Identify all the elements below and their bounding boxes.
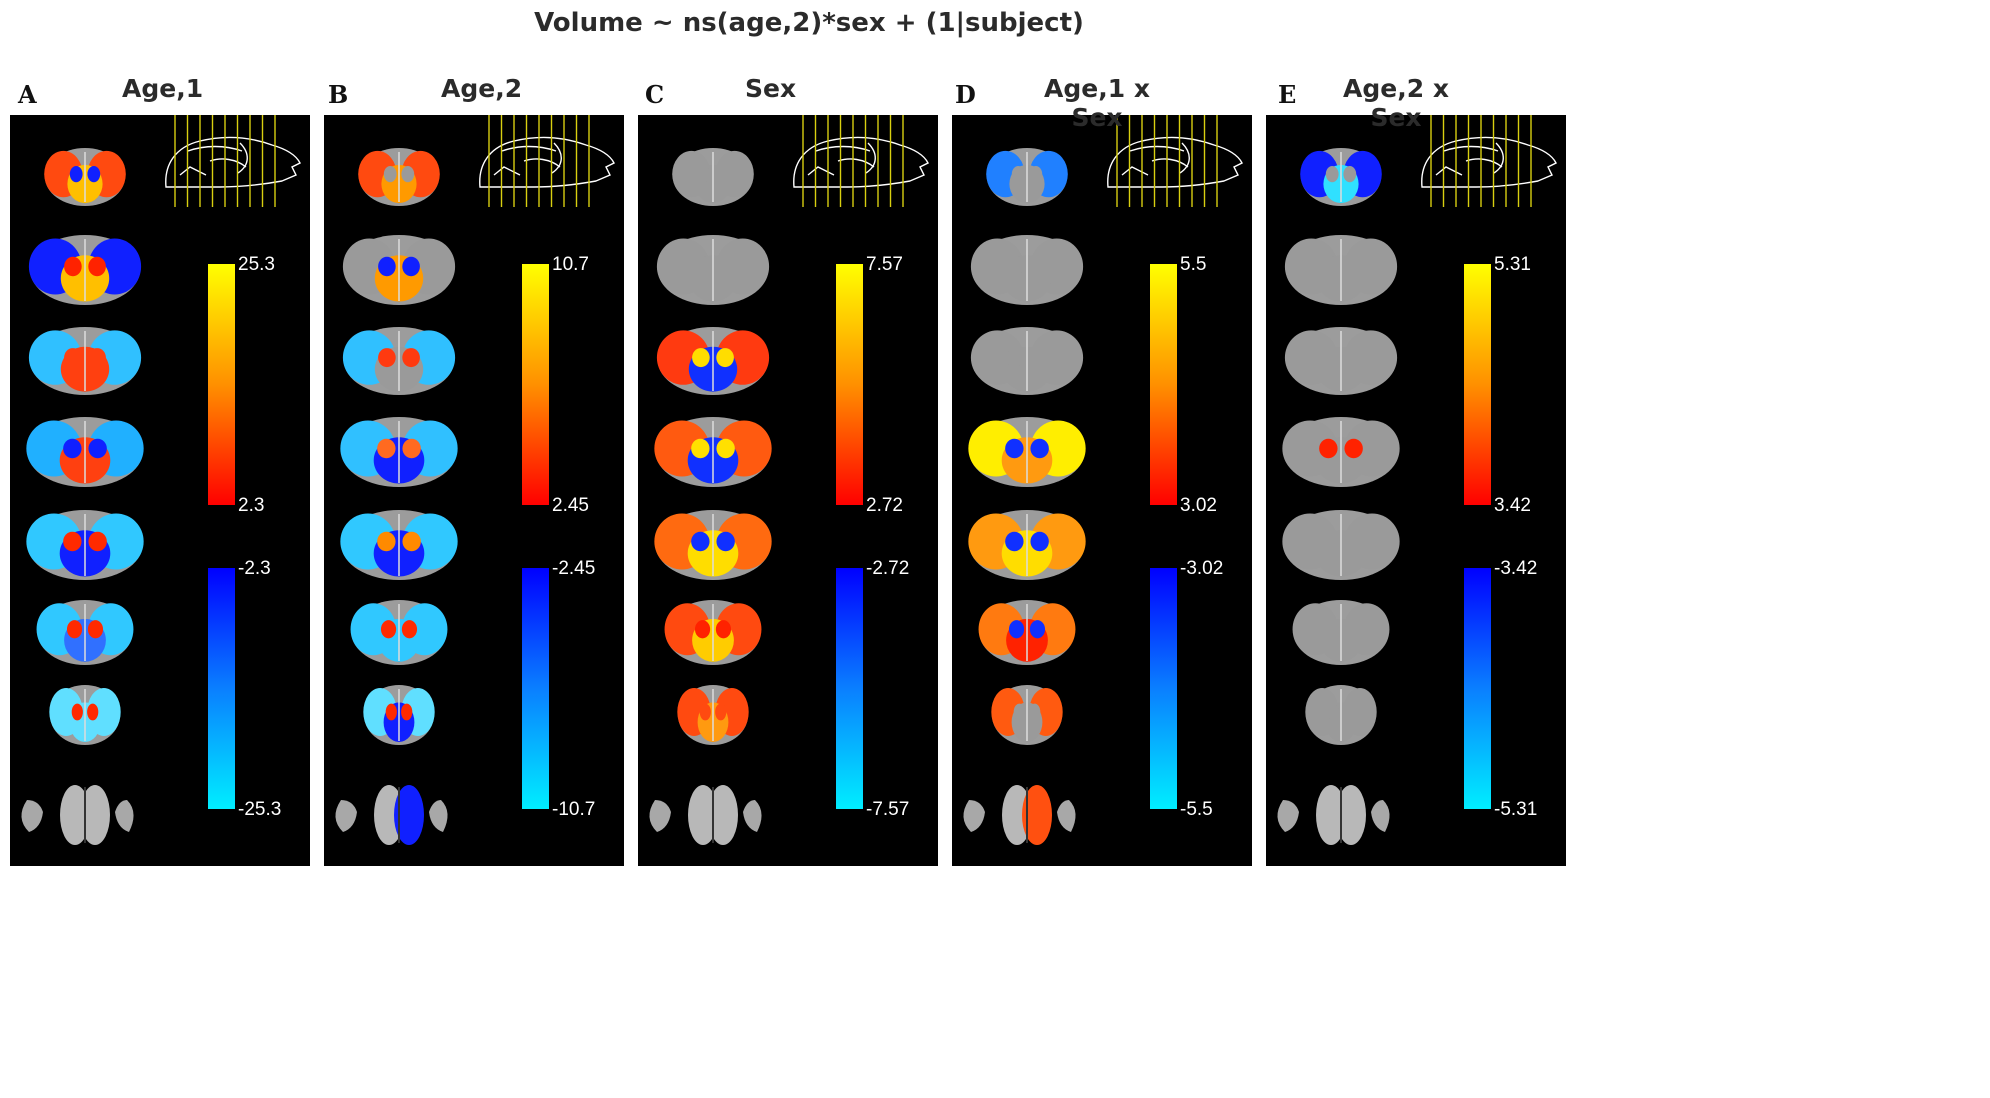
brain-slices <box>335 115 615 845</box>
coronal-slice <box>358 148 440 206</box>
sagittal-reference-icon <box>1107 136 1243 188</box>
colorbar-positive-max: 7.57 <box>866 254 903 275</box>
panel-letter-a: A <box>18 80 37 109</box>
coronal-slice <box>21 785 134 845</box>
positive-colorbar <box>208 264 235 505</box>
colorbar-negative-max: -2.72 <box>866 558 910 579</box>
coronal-slice <box>677 685 749 745</box>
coronal-slice <box>1284 235 1398 305</box>
coronal-slice <box>36 600 134 665</box>
panel-letter-e: E <box>1278 80 1297 109</box>
panel-title: Age,1 <box>122 74 204 103</box>
colorbar-negative-min: -5.5 <box>1180 799 1213 820</box>
coronal-slice <box>1282 510 1400 580</box>
positive-colorbar <box>1150 264 1177 505</box>
negative-colorbar <box>522 568 549 809</box>
panel-letter-c: C <box>645 80 665 109</box>
coronal-slice <box>656 235 770 305</box>
colorbar-negative-max: -3.02 <box>1180 558 1224 579</box>
panel-d: 5.5 3.02 -3.02 -5.5 <box>952 115 1252 866</box>
coronal-slice <box>26 417 144 487</box>
panel-b: 10.7 2.45 -2.45 -10.7 <box>324 115 624 866</box>
sagittal-reference-icon <box>1421 136 1557 188</box>
sagittal-reference-icon <box>165 136 301 188</box>
negative-colorbar <box>1464 568 1491 809</box>
coronal-slice <box>26 510 144 580</box>
colorbar-positive-min: 2.72 <box>866 495 903 516</box>
coronal-slice <box>986 148 1068 206</box>
colorbar-positive-min: 2.3 <box>238 495 265 516</box>
coronal-slice <box>991 685 1063 745</box>
colorbar-positive-min: 3.42 <box>1494 495 1531 516</box>
coronal-slice <box>978 600 1076 665</box>
brain-slices <box>963 115 1243 845</box>
positive-colorbar <box>522 264 549 505</box>
brain-slices <box>21 115 301 845</box>
coronal-slice <box>968 510 1086 580</box>
panel-title: Sex <box>745 74 797 103</box>
coronal-slice <box>1282 417 1400 487</box>
coronal-slice <box>363 685 435 745</box>
positive-colorbar <box>1464 264 1491 505</box>
negative-colorbar <box>836 568 863 809</box>
coronal-slice <box>1292 600 1390 665</box>
coronal-slice <box>28 327 142 395</box>
coronal-slice <box>1284 327 1398 395</box>
coronal-slice <box>970 235 1084 305</box>
panel-c: 7.57 2.72 -2.72 -7.57 <box>638 115 938 866</box>
coronal-slice <box>342 235 456 305</box>
panel-title: Age,2 x Sex <box>1343 74 1449 132</box>
coronal-slice <box>28 235 142 305</box>
colorbar-positive-max: 10.7 <box>552 254 589 275</box>
coronal-slice <box>963 785 1076 845</box>
colorbar-negative-min: -7.57 <box>866 799 910 820</box>
coronal-slice <box>350 600 448 665</box>
coronal-slice <box>649 785 762 845</box>
coronal-slice <box>1277 785 1390 845</box>
coronal-slice <box>342 327 456 395</box>
coronal-slice <box>664 600 762 665</box>
coronal-slice <box>654 510 772 580</box>
colorbar-negative-max: -3.42 <box>1494 558 1538 579</box>
coronal-slice <box>340 510 458 580</box>
colorbar-negative-max: -2.3 <box>238 558 271 579</box>
coronal-slice <box>1300 148 1382 206</box>
colorbar-negative-min: -10.7 <box>552 799 596 820</box>
panel-title: Age,2 <box>441 74 523 103</box>
coronal-slice <box>656 327 770 395</box>
positive-colorbar <box>836 264 863 505</box>
colorbar-positive-max: 5.5 <box>1180 254 1207 275</box>
panel-letter-b: B <box>328 80 349 109</box>
sagittal-reference-icon <box>479 136 615 188</box>
coronal-slice <box>1305 685 1377 745</box>
coronal-slice <box>672 148 754 206</box>
coronal-slice <box>970 327 1084 395</box>
coronal-slice <box>44 148 126 206</box>
brain-slices <box>1277 115 1557 845</box>
colorbar-positive-min: 2.45 <box>552 495 589 516</box>
colorbar-positive-max: 5.31 <box>1494 254 1531 275</box>
panel-title: Age,1 x Sex <box>1044 74 1150 132</box>
coronal-slice <box>654 417 772 487</box>
panel-e: 5.31 3.42 -3.42 -5.31 <box>1266 115 1566 866</box>
colorbar-negative-min: -5.31 <box>1494 799 1538 820</box>
negative-colorbar <box>208 568 235 809</box>
figure-title: Volume ~ ns(age,2)*sex + (1|subject) <box>534 8 1084 38</box>
colorbar-positive-min: 3.02 <box>1180 495 1217 516</box>
colorbar-negative-min: -25.3 <box>238 799 282 820</box>
coronal-slice <box>49 685 121 745</box>
sagittal-reference-icon <box>793 136 929 188</box>
coronal-slice <box>968 417 1086 487</box>
brain-slices <box>649 115 929 845</box>
colorbar-positive-max: 25.3 <box>238 254 275 275</box>
coronal-slice <box>335 785 448 845</box>
panel-letter-d: D <box>955 80 976 109</box>
coronal-slice <box>340 417 458 487</box>
negative-colorbar <box>1150 568 1177 809</box>
panel-a: 25.3 2.3 -2.3 -25.3 <box>10 115 310 866</box>
colorbar-negative-max: -2.45 <box>552 558 596 579</box>
